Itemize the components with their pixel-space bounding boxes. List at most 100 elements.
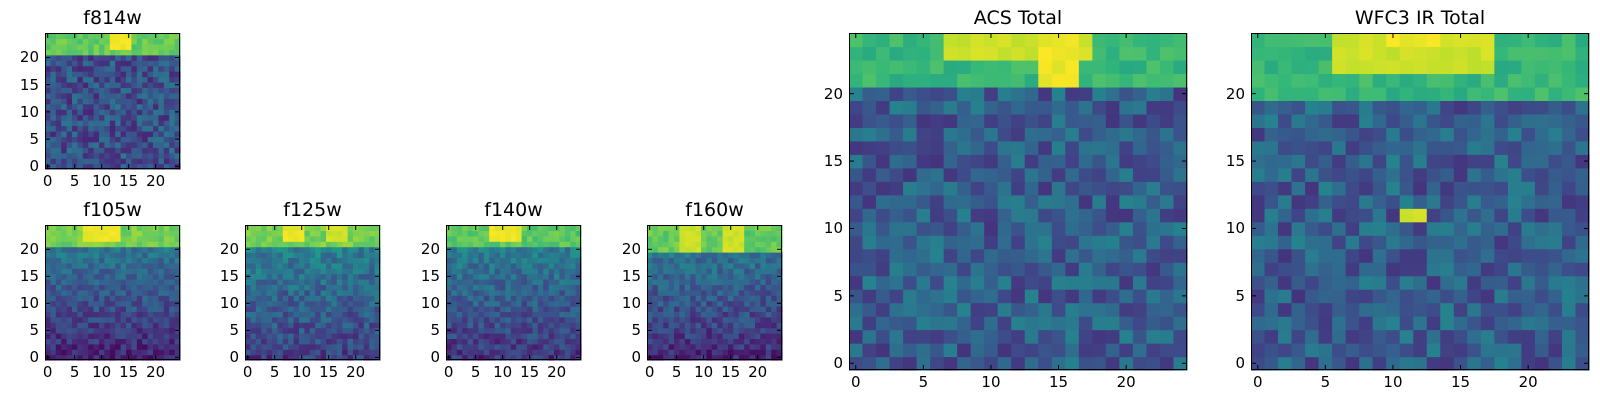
heatmap-cell xyxy=(299,235,305,242)
heatmap-cell xyxy=(505,230,512,237)
heatmap-cell xyxy=(916,302,931,317)
heatmap-cell xyxy=(169,225,176,231)
heatmap-cell xyxy=(136,49,143,56)
heatmap-cell xyxy=(245,257,251,264)
heatmap-cell xyxy=(668,338,675,345)
heatmap-cell xyxy=(1575,167,1590,182)
heatmap-cell xyxy=(456,300,463,307)
heatmap-cell xyxy=(342,235,349,242)
heatmap-cell xyxy=(158,235,165,242)
heatmap-cell xyxy=(126,103,132,110)
heatmap-cell xyxy=(277,289,284,296)
heatmap-cell xyxy=(473,300,479,307)
heatmap-cell xyxy=(516,300,523,307)
heatmap-cell xyxy=(347,284,354,291)
heatmap-cell xyxy=(93,354,100,361)
heatmap-cell xyxy=(120,87,127,94)
heatmap-cell xyxy=(500,349,506,356)
heatmap-cell xyxy=(652,225,659,231)
heatmap-cell xyxy=(326,273,332,280)
heatmap-cell xyxy=(1534,302,1550,317)
heatmap-cell xyxy=(374,262,381,269)
heatmap-cell xyxy=(1105,262,1120,277)
heatmap-cell xyxy=(548,306,555,312)
heatmap-cell xyxy=(299,349,305,356)
heatmap-cell xyxy=(299,284,305,291)
heatmap-cell xyxy=(272,246,278,253)
heatmap-cell xyxy=(889,208,904,223)
heatmap-cell xyxy=(679,343,686,350)
heatmap-cell xyxy=(776,257,783,264)
heatmap-cell xyxy=(701,322,707,329)
heatmap-cell xyxy=(77,109,84,116)
heatmap-cell xyxy=(510,306,517,312)
heatmap-cell xyxy=(570,225,577,231)
heatmap-cell xyxy=(1345,86,1360,101)
heatmap-cell xyxy=(1548,208,1563,223)
heatmap-cell xyxy=(717,257,724,264)
heatmap-cell xyxy=(527,246,533,253)
heatmap-cell xyxy=(532,246,539,253)
heatmap-cell xyxy=(120,103,127,110)
heatmap-cell xyxy=(115,114,122,121)
heatmap-cell xyxy=(1251,86,1266,101)
heatmap-cell xyxy=(82,284,89,291)
heatmap-cell xyxy=(473,333,479,339)
heatmap-cell xyxy=(970,59,985,75)
heatmap-cell xyxy=(158,81,165,88)
heatmap-cell xyxy=(722,235,729,242)
heatmap-cell xyxy=(136,311,143,318)
heatmap-cell xyxy=(1548,329,1563,344)
heatmap-cell xyxy=(169,71,176,78)
heatmap-cell xyxy=(326,316,332,323)
heatmap-cell xyxy=(272,262,278,269)
heatmap-cell xyxy=(1038,86,1053,101)
chart-title: f105w xyxy=(83,199,142,221)
heatmap-cell xyxy=(131,257,138,264)
heatmap-cell xyxy=(255,273,262,280)
heatmap-cell xyxy=(266,316,273,323)
heatmap-cell xyxy=(738,343,745,350)
heatmap-cell xyxy=(903,248,918,263)
heatmap-cell xyxy=(245,338,251,345)
heatmap-cell xyxy=(674,343,680,350)
heatmap-cell xyxy=(50,230,57,237)
heatmap-cell xyxy=(738,257,745,264)
heatmap-cell xyxy=(527,316,533,323)
heatmap-cell xyxy=(706,322,713,329)
heatmap-cell xyxy=(163,338,170,345)
heatmap-cell xyxy=(255,322,262,329)
heatmap-cell xyxy=(82,268,89,275)
heatmap-cell xyxy=(1159,262,1175,277)
heatmap-cell xyxy=(266,225,273,231)
heatmap-cell xyxy=(1372,46,1387,61)
heatmap-cell xyxy=(126,98,132,105)
heatmap-cell xyxy=(543,246,550,253)
heatmap-cell xyxy=(245,241,251,248)
heatmap-cell xyxy=(72,230,78,237)
heatmap-cell xyxy=(755,327,761,334)
heatmap-cell xyxy=(288,311,295,318)
heatmap-cell xyxy=(126,125,132,132)
heatmap-cell xyxy=(336,241,343,248)
heatmap-cell xyxy=(554,316,560,323)
heatmap-cell xyxy=(765,246,772,253)
heatmap-cell xyxy=(120,49,127,56)
heatmap-cell xyxy=(849,343,864,358)
heatmap-cell xyxy=(72,246,78,253)
heatmap-cell xyxy=(163,295,170,302)
heatmap-cell xyxy=(1561,356,1577,371)
heatmap-cell xyxy=(347,322,354,329)
heatmap-cell xyxy=(1426,248,1441,263)
heatmap-cell xyxy=(115,141,122,148)
heatmap-cell xyxy=(136,284,143,291)
heatmap-cell xyxy=(505,246,512,253)
heatmap-cell xyxy=(126,120,132,127)
heatmap-cell xyxy=(369,333,376,339)
heatmap-cell xyxy=(706,316,713,323)
heatmap-cell xyxy=(93,76,100,83)
heatmap-cell xyxy=(277,252,284,258)
heatmap-cell xyxy=(849,289,864,304)
heatmap-cell xyxy=(104,38,111,45)
heatmap-cell xyxy=(876,154,891,169)
